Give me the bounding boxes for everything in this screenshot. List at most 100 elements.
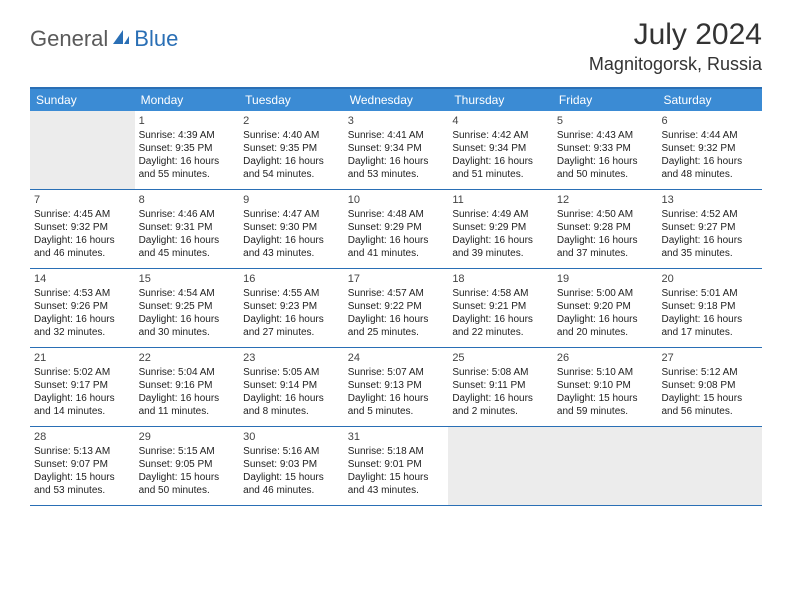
day-number: 4 bbox=[452, 114, 549, 128]
sunrise-text: Sunrise: 4:47 AM bbox=[243, 208, 340, 221]
sunrise-text: Sunrise: 4:39 AM bbox=[139, 129, 236, 142]
day-number: 6 bbox=[661, 114, 758, 128]
sunrise-text: Sunrise: 4:53 AM bbox=[34, 287, 131, 300]
sunset-text: Sunset: 9:32 PM bbox=[34, 221, 131, 234]
day-cell: 2Sunrise: 4:40 AMSunset: 9:35 PMDaylight… bbox=[239, 111, 344, 189]
daylight-text: Daylight: 16 hours bbox=[348, 392, 445, 405]
day-number: 13 bbox=[661, 193, 758, 207]
sunrise-text: Sunrise: 4:58 AM bbox=[452, 287, 549, 300]
day-number: 7 bbox=[34, 193, 131, 207]
day-cell: 24Sunrise: 5:07 AMSunset: 9:13 PMDayligh… bbox=[344, 348, 449, 426]
week-row: 21Sunrise: 5:02 AMSunset: 9:17 PMDayligh… bbox=[30, 348, 762, 427]
daylight-text: Daylight: 16 hours bbox=[243, 155, 340, 168]
month-title: July 2024 bbox=[589, 18, 762, 52]
daylight-text: and 41 minutes. bbox=[348, 247, 445, 260]
sunrise-text: Sunrise: 4:43 AM bbox=[557, 129, 654, 142]
daylight-text: Daylight: 16 hours bbox=[243, 313, 340, 326]
day-number: 31 bbox=[348, 430, 445, 444]
sunrise-text: Sunrise: 5:08 AM bbox=[452, 366, 549, 379]
day-header: Friday bbox=[553, 89, 658, 111]
daylight-text: Daylight: 16 hours bbox=[557, 234, 654, 247]
sunrise-text: Sunrise: 5:18 AM bbox=[348, 445, 445, 458]
sunset-text: Sunset: 9:22 PM bbox=[348, 300, 445, 313]
empty-cell bbox=[30, 111, 135, 189]
daylight-text: and 14 minutes. bbox=[34, 405, 131, 418]
sunset-text: Sunset: 9:10 PM bbox=[557, 379, 654, 392]
day-number: 17 bbox=[348, 272, 445, 286]
daylight-text: and 43 minutes. bbox=[243, 247, 340, 260]
daylight-text: and 50 minutes. bbox=[139, 484, 236, 497]
day-number: 16 bbox=[243, 272, 340, 286]
sunrise-text: Sunrise: 4:57 AM bbox=[348, 287, 445, 300]
day-cell: 23Sunrise: 5:05 AMSunset: 9:14 PMDayligh… bbox=[239, 348, 344, 426]
day-number: 14 bbox=[34, 272, 131, 286]
logo-sail-icon bbox=[111, 28, 131, 51]
day-header: Thursday bbox=[448, 89, 553, 111]
day-cell: 10Sunrise: 4:48 AMSunset: 9:29 PMDayligh… bbox=[344, 190, 449, 268]
day-header: Wednesday bbox=[344, 89, 449, 111]
day-number: 11 bbox=[452, 193, 549, 207]
day-number: 22 bbox=[139, 351, 236, 365]
sunset-text: Sunset: 9:34 PM bbox=[348, 142, 445, 155]
day-number: 26 bbox=[557, 351, 654, 365]
daylight-text: Daylight: 16 hours bbox=[452, 313, 549, 326]
day-number: 18 bbox=[452, 272, 549, 286]
daylight-text: and 2 minutes. bbox=[452, 405, 549, 418]
sunrise-text: Sunrise: 5:16 AM bbox=[243, 445, 340, 458]
sunrise-text: Sunrise: 4:44 AM bbox=[661, 129, 758, 142]
day-cell: 16Sunrise: 4:55 AMSunset: 9:23 PMDayligh… bbox=[239, 269, 344, 347]
day-number: 2 bbox=[243, 114, 340, 128]
sunset-text: Sunset: 9:34 PM bbox=[452, 142, 549, 155]
daylight-text: Daylight: 16 hours bbox=[452, 234, 549, 247]
daylight-text: Daylight: 16 hours bbox=[661, 313, 758, 326]
day-number: 9 bbox=[243, 193, 340, 207]
sunset-text: Sunset: 9:35 PM bbox=[139, 142, 236, 155]
day-cell: 27Sunrise: 5:12 AMSunset: 9:08 PMDayligh… bbox=[657, 348, 762, 426]
week-row: 14Sunrise: 4:53 AMSunset: 9:26 PMDayligh… bbox=[30, 269, 762, 348]
empty-cell bbox=[657, 427, 762, 505]
logo-text-blue: Blue bbox=[134, 26, 178, 52]
day-cell: 19Sunrise: 5:00 AMSunset: 9:20 PMDayligh… bbox=[553, 269, 658, 347]
daylight-text: Daylight: 15 hours bbox=[557, 392, 654, 405]
daylight-text: and 27 minutes. bbox=[243, 326, 340, 339]
sunrise-text: Sunrise: 4:42 AM bbox=[452, 129, 549, 142]
daylight-text: Daylight: 16 hours bbox=[34, 392, 131, 405]
sunset-text: Sunset: 9:29 PM bbox=[348, 221, 445, 234]
logo: General Blue bbox=[30, 26, 178, 52]
daylight-text: and 35 minutes. bbox=[661, 247, 758, 260]
logo-text-general: General bbox=[30, 26, 108, 52]
day-number: 15 bbox=[139, 272, 236, 286]
daylight-text: and 46 minutes. bbox=[34, 247, 131, 260]
daylight-text: and 45 minutes. bbox=[139, 247, 236, 260]
day-cell: 9Sunrise: 4:47 AMSunset: 9:30 PMDaylight… bbox=[239, 190, 344, 268]
sunset-text: Sunset: 9:23 PM bbox=[243, 300, 340, 313]
day-cell: 18Sunrise: 4:58 AMSunset: 9:21 PMDayligh… bbox=[448, 269, 553, 347]
day-number: 10 bbox=[348, 193, 445, 207]
daylight-text: Daylight: 16 hours bbox=[452, 155, 549, 168]
day-cell: 17Sunrise: 4:57 AMSunset: 9:22 PMDayligh… bbox=[344, 269, 449, 347]
sunrise-text: Sunrise: 5:04 AM bbox=[139, 366, 236, 379]
day-headers-row: SundayMondayTuesdayWednesdayThursdayFrid… bbox=[30, 89, 762, 111]
daylight-text: and 53 minutes. bbox=[348, 168, 445, 181]
sunset-text: Sunset: 9:16 PM bbox=[139, 379, 236, 392]
day-number: 12 bbox=[557, 193, 654, 207]
day-cell: 6Sunrise: 4:44 AMSunset: 9:32 PMDaylight… bbox=[657, 111, 762, 189]
daylight-text: Daylight: 15 hours bbox=[243, 471, 340, 484]
day-number: 19 bbox=[557, 272, 654, 286]
day-number: 3 bbox=[348, 114, 445, 128]
day-cell: 14Sunrise: 4:53 AMSunset: 9:26 PMDayligh… bbox=[30, 269, 135, 347]
sunrise-text: Sunrise: 4:50 AM bbox=[557, 208, 654, 221]
sunset-text: Sunset: 9:33 PM bbox=[557, 142, 654, 155]
sunset-text: Sunset: 9:28 PM bbox=[557, 221, 654, 234]
daylight-text: Daylight: 16 hours bbox=[348, 234, 445, 247]
day-cell: 5Sunrise: 4:43 AMSunset: 9:33 PMDaylight… bbox=[553, 111, 658, 189]
day-number: 30 bbox=[243, 430, 340, 444]
day-cell: 28Sunrise: 5:13 AMSunset: 9:07 PMDayligh… bbox=[30, 427, 135, 505]
sunset-text: Sunset: 9:14 PM bbox=[243, 379, 340, 392]
day-cell: 12Sunrise: 4:50 AMSunset: 9:28 PMDayligh… bbox=[553, 190, 658, 268]
day-cell: 8Sunrise: 4:46 AMSunset: 9:31 PMDaylight… bbox=[135, 190, 240, 268]
empty-cell bbox=[448, 427, 553, 505]
day-cell: 11Sunrise: 4:49 AMSunset: 9:29 PMDayligh… bbox=[448, 190, 553, 268]
daylight-text: and 56 minutes. bbox=[661, 405, 758, 418]
sunset-text: Sunset: 9:11 PM bbox=[452, 379, 549, 392]
